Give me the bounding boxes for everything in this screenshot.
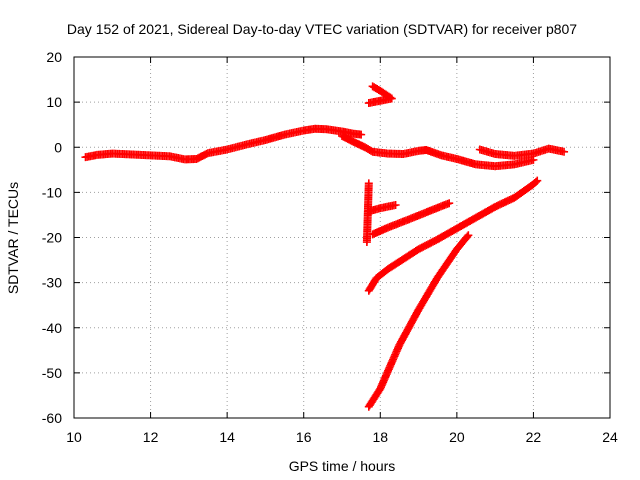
y-tick-label: 10 bbox=[46, 94, 62, 110]
x-tick-label: 12 bbox=[143, 429, 159, 445]
y-tick-label: 20 bbox=[46, 49, 62, 65]
y-axis-label: SDTVAR / TECUs bbox=[5, 182, 21, 294]
data-point bbox=[357, 130, 366, 139]
x-tick-label: 18 bbox=[372, 429, 388, 445]
y-tick-label: -40 bbox=[42, 320, 62, 336]
data-point bbox=[364, 99, 373, 108]
x-tick-label: 14 bbox=[219, 429, 235, 445]
data-series-5 bbox=[364, 201, 400, 216]
data-point bbox=[560, 147, 569, 156]
data-series-4 bbox=[364, 82, 396, 108]
data-point bbox=[531, 177, 540, 186]
data-point bbox=[362, 238, 371, 247]
data-series-2 bbox=[338, 131, 538, 171]
y-tick-label: -20 bbox=[42, 230, 62, 246]
data-series-7 bbox=[364, 176, 542, 295]
x-tick-label: 16 bbox=[296, 429, 312, 445]
data-series-3 bbox=[475, 144, 569, 160]
data-series-9 bbox=[362, 179, 373, 247]
data-point bbox=[445, 199, 454, 208]
x-axis-label: GPS time / hours bbox=[289, 458, 396, 474]
y-tick-label: -60 bbox=[42, 410, 62, 426]
x-tick-label: 24 bbox=[602, 429, 618, 445]
x-tick-label: 22 bbox=[526, 429, 542, 445]
data-series-8 bbox=[364, 231, 473, 411]
data-point bbox=[463, 232, 472, 241]
data-point bbox=[464, 231, 473, 240]
axis-ticks bbox=[73, 56, 611, 419]
y-tick-labels: 20 10 0 -10 -20 -30 -40 -50 -60 bbox=[42, 49, 62, 426]
grid bbox=[74, 57, 610, 418]
x-tick-labels: 10 12 14 16 18 20 22 24 bbox=[66, 429, 618, 445]
data-series-6 bbox=[368, 199, 454, 239]
chart-title: Day 152 of 2021, Sidereal Day-to-day VTE… bbox=[67, 21, 577, 37]
y-tick-label: -10 bbox=[42, 184, 62, 200]
y-tick-label: -50 bbox=[42, 365, 62, 381]
data-point bbox=[391, 201, 400, 210]
data-point bbox=[533, 176, 542, 185]
y-tick-label: -30 bbox=[42, 275, 62, 291]
data-series-1 bbox=[81, 124, 366, 164]
x-tick-label: 20 bbox=[449, 429, 465, 445]
y-tick-label: 0 bbox=[54, 139, 62, 155]
x-tick-label: 10 bbox=[66, 429, 82, 445]
data-marks bbox=[81, 82, 569, 411]
